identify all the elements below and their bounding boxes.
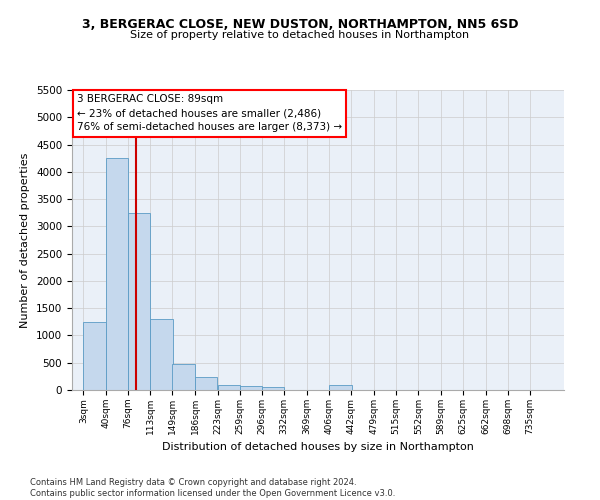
Bar xyxy=(172,364,194,390)
Bar xyxy=(151,319,173,390)
Bar xyxy=(83,322,106,390)
Text: 3, BERGERAC CLOSE, NEW DUSTON, NORTHAMPTON, NN5 6SD: 3, BERGERAC CLOSE, NEW DUSTON, NORTHAMPT… xyxy=(82,18,518,30)
Bar xyxy=(239,386,262,390)
Bar xyxy=(106,158,128,390)
Bar xyxy=(262,387,284,390)
Text: 3 BERGERAC CLOSE: 89sqm
← 23% of detached houses are smaller (2,486)
76% of semi: 3 BERGERAC CLOSE: 89sqm ← 23% of detache… xyxy=(77,94,342,132)
X-axis label: Distribution of detached houses by size in Northampton: Distribution of detached houses by size … xyxy=(162,442,474,452)
Bar xyxy=(329,384,352,390)
Text: Size of property relative to detached houses in Northampton: Size of property relative to detached ho… xyxy=(130,30,470,40)
Text: Contains HM Land Registry data © Crown copyright and database right 2024.
Contai: Contains HM Land Registry data © Crown c… xyxy=(30,478,395,498)
Y-axis label: Number of detached properties: Number of detached properties xyxy=(20,152,31,328)
Bar xyxy=(195,378,217,390)
Bar xyxy=(218,384,240,390)
Bar xyxy=(128,212,150,390)
